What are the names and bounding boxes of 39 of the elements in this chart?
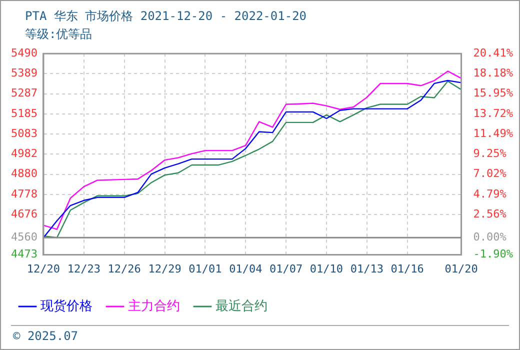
x-tick-label: 01/07 <box>270 262 303 276</box>
legend-label: 现货价格 <box>40 298 92 314</box>
text: © 2025.07 <box>13 329 78 343</box>
y-tick-label: 4778 <box>10 187 38 200</box>
chart-subtitle: 等级:优等品 <box>25 26 92 43</box>
y2-tick-label: 7.02% <box>473 167 507 180</box>
y2-tick-label: 20.41% <box>473 46 514 60</box>
y-tick-label: 4880 <box>10 167 38 180</box>
y-tick-label: 4982 <box>10 146 38 160</box>
y2-tick-label: 13.72% <box>473 106 514 120</box>
y-tick-label: 4560 <box>10 230 38 244</box>
x-tick-label: 01/04 <box>229 262 263 276</box>
x-tick-label: 01/10 <box>310 262 344 276</box>
y-tick-label: 5490 <box>10 46 38 60</box>
y-tick-label: 4473 <box>10 248 38 261</box>
x-tick-label: 12/26 <box>108 262 141 276</box>
x-tick-label: 12/20 <box>26 262 60 276</box>
y2-tick-label: 15.95% <box>473 86 514 100</box>
legend-label: 主力合约 <box>128 298 180 314</box>
y-tick-label: 4676 <box>10 208 38 220</box>
legend-label: 最近合约 <box>216 298 268 314</box>
y2-tick-label: -1.90% <box>473 248 514 261</box>
y2-tick-label: 4.79% <box>473 187 507 200</box>
y2-tick-label: 9.25% <box>473 147 507 160</box>
y2-tick-label: 18.18% <box>473 66 514 80</box>
x-tick-label: 01/13 <box>350 262 384 276</box>
y2-tick-label: 2.56% <box>473 207 507 220</box>
y2-tick-label: 0.00% <box>473 230 507 244</box>
y2-tick-label: 11.49% <box>473 126 514 140</box>
x-tick-label: 12/23 <box>67 262 100 276</box>
chart-title: PTA 华东 市场价格 2021-12-20 - 2022-01-20 <box>25 8 307 25</box>
y-tick-label: 5083 <box>10 126 38 140</box>
x-tick-label: 12/29 <box>148 262 182 276</box>
x-tick-label: 01/16 <box>390 262 424 276</box>
y-tick-label: 5389 <box>10 66 38 80</box>
x-tick-label: 01/01 <box>188 262 222 276</box>
x-tick-label: 01/20 <box>444 262 478 276</box>
y-tick-label: 5185 <box>10 106 38 120</box>
y-tick-label: 5287 <box>10 86 38 100</box>
